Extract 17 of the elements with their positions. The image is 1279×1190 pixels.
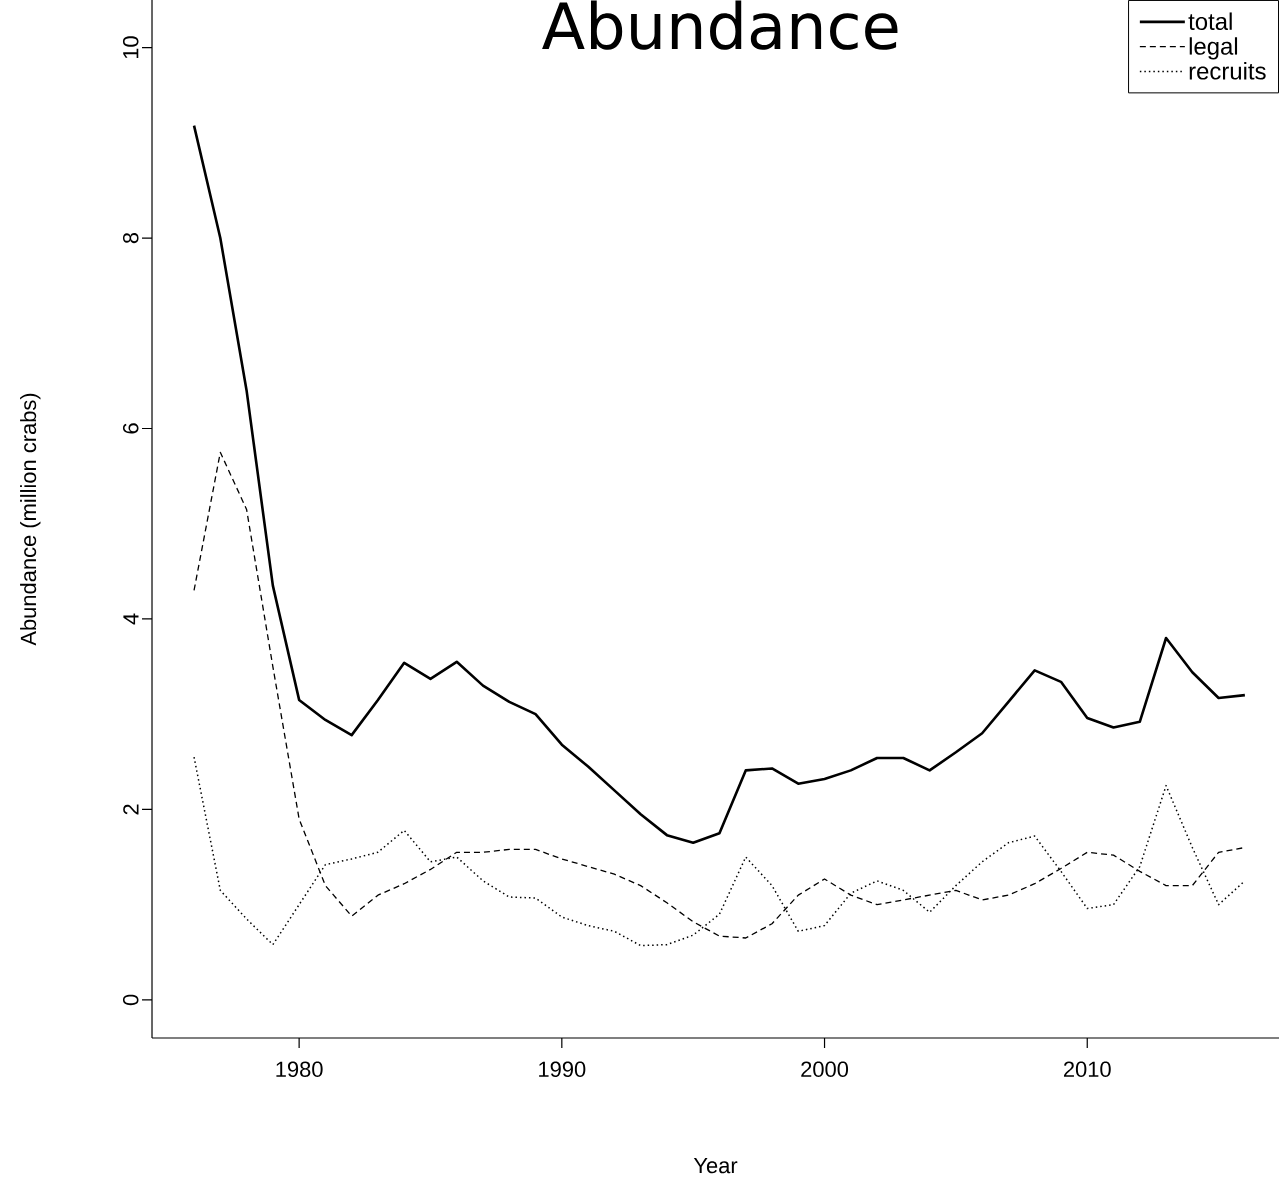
- y-tick-label: 2: [123, 804, 139, 815]
- chart-title: Abundance: [542, 0, 898, 50]
- line-series: [192, 124, 1247, 845]
- x-tick-label: 2000: [801, 1061, 849, 1078]
- x-tick-label: 1990: [539, 1061, 586, 1078]
- x-axis-title: Year: [693, 1158, 738, 1174]
- legend-label: legal: [1189, 37, 1238, 60]
- y-tick-label: 0: [122, 994, 139, 1006]
- y-tick-label: 8: [122, 232, 139, 244]
- x-tick-label: 1980: [276, 1061, 323, 1078]
- legend-label: total: [1188, 12, 1232, 31]
- x-tick-label: 2010: [1063, 1061, 1111, 1078]
- legend-label: recruits: [1189, 62, 1266, 80]
- y-tick-label: 10: [122, 36, 139, 59]
- y-tick-label: 4: [123, 613, 139, 625]
- y-tick-label: 6: [122, 423, 139, 434]
- y-axis-title: Abundance (million crabs): [20, 393, 41, 646]
